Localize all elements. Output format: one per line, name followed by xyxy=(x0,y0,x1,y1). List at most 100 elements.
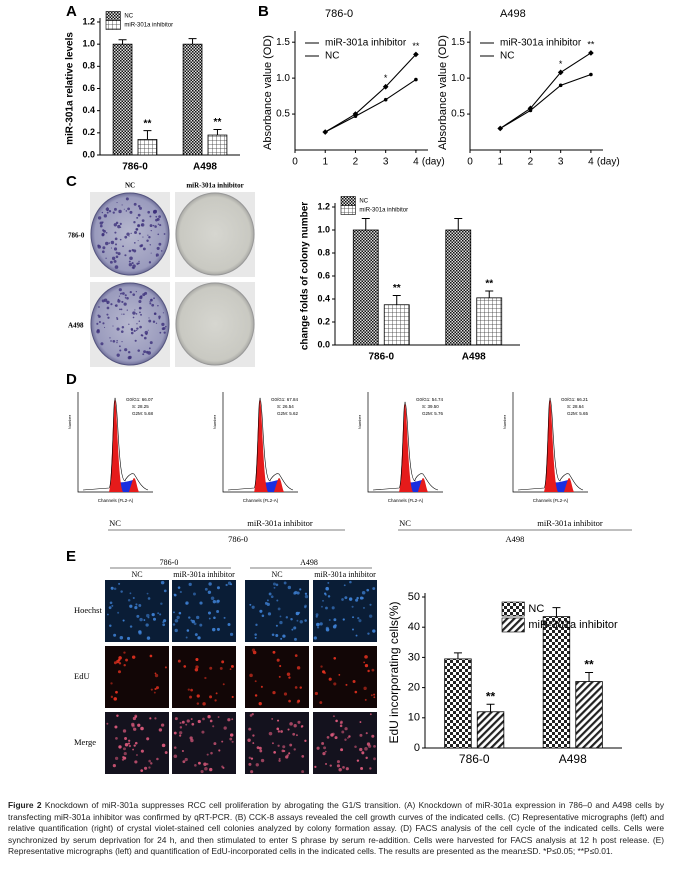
nucleus xyxy=(369,713,372,716)
nucleus xyxy=(186,719,190,723)
colony xyxy=(98,320,101,323)
nucleus xyxy=(280,637,283,640)
nucleus xyxy=(118,662,122,665)
nucleus xyxy=(327,595,331,598)
nucleus xyxy=(119,635,124,640)
significance-mark: * xyxy=(559,59,563,69)
nucleus xyxy=(128,744,132,748)
nucleus xyxy=(108,606,112,610)
nucleus xyxy=(181,749,184,753)
colony xyxy=(132,264,136,268)
colony xyxy=(106,211,109,214)
colony xyxy=(137,213,141,217)
nucleus xyxy=(122,747,126,751)
nucleus xyxy=(110,682,113,685)
colony xyxy=(98,316,100,318)
micrograph xyxy=(172,580,236,642)
nucleus xyxy=(151,612,155,617)
error-bar xyxy=(392,295,401,305)
nucleus xyxy=(248,756,251,759)
nucleus xyxy=(355,634,358,637)
nucleus xyxy=(285,616,289,619)
colony xyxy=(114,265,119,269)
point-marker xyxy=(323,130,328,134)
nucleus xyxy=(145,623,149,627)
x-tick-label: A498 xyxy=(462,352,486,363)
nucleus xyxy=(106,722,109,725)
nucleus xyxy=(345,767,349,771)
colony xyxy=(102,229,105,232)
colony xyxy=(135,227,139,231)
nucleus xyxy=(194,764,197,767)
nucleus xyxy=(161,743,166,748)
error-bar xyxy=(552,607,561,617)
significance-mark: ** xyxy=(486,689,496,703)
nucleus xyxy=(209,666,213,670)
column-label: NC xyxy=(125,182,135,190)
colony xyxy=(148,347,151,350)
facs-g2-peak xyxy=(274,478,284,492)
micrograph xyxy=(313,646,377,708)
legend-label: NC xyxy=(325,51,339,62)
nucleus xyxy=(335,719,338,723)
nucleus xyxy=(293,626,297,630)
legend-label: NC xyxy=(500,51,514,62)
bar xyxy=(476,297,503,346)
nucleus xyxy=(212,627,216,632)
nucleus xyxy=(293,748,296,751)
nucleus xyxy=(155,686,159,690)
nucleus xyxy=(292,732,296,736)
column-label: miR-301a inhibitor xyxy=(314,570,376,579)
y-tick-label: 0.0 xyxy=(317,339,330,349)
colony xyxy=(114,237,118,241)
colony xyxy=(102,322,105,325)
y-tick-label: 0.4 xyxy=(317,293,330,303)
facs-y-label: Number xyxy=(67,414,72,429)
nucleus xyxy=(332,624,337,629)
colony xyxy=(150,230,152,232)
nucleus xyxy=(248,727,252,731)
x-tick-label: 4 xyxy=(588,157,594,168)
nucleus xyxy=(304,605,307,609)
nucleus xyxy=(207,715,211,719)
nucleus xyxy=(255,763,259,767)
colony xyxy=(132,316,135,319)
facs-outline xyxy=(82,397,149,491)
nucleus xyxy=(139,617,143,622)
row-label: Hoechst xyxy=(74,605,102,615)
bar xyxy=(207,134,228,156)
colony xyxy=(124,294,127,297)
nucleus xyxy=(252,734,255,737)
nucleus xyxy=(193,622,197,626)
colony xyxy=(123,302,127,306)
x-unit: (day) xyxy=(422,157,445,168)
nucleus xyxy=(129,592,132,595)
nucleus xyxy=(206,753,209,756)
y-tick-label: 1.0 xyxy=(317,224,330,234)
colony xyxy=(135,313,138,315)
nucleus xyxy=(195,665,199,669)
nucleus xyxy=(314,691,318,696)
colony xyxy=(118,209,122,214)
x-unit: (day) xyxy=(597,157,620,168)
colony xyxy=(113,247,118,251)
nucleus xyxy=(158,728,163,732)
nucleus xyxy=(293,724,297,728)
colony xyxy=(125,197,129,201)
y-tick-label: 20 xyxy=(408,682,420,694)
nucleus xyxy=(140,749,144,753)
column-label: miR-301a inhibitor xyxy=(173,570,235,579)
nucleus xyxy=(191,619,196,624)
colony xyxy=(106,302,109,305)
nucleus xyxy=(216,599,220,603)
nucleus xyxy=(231,695,234,699)
colony xyxy=(128,235,130,237)
y-tick-label: 0.4 xyxy=(82,105,95,115)
facs-outline xyxy=(372,401,439,491)
nucleus xyxy=(190,718,193,721)
nucleus xyxy=(249,603,252,606)
nucleus xyxy=(327,581,330,584)
nucleus xyxy=(115,737,118,740)
x-tick-label: A498 xyxy=(559,752,587,766)
nucleus xyxy=(339,724,343,728)
